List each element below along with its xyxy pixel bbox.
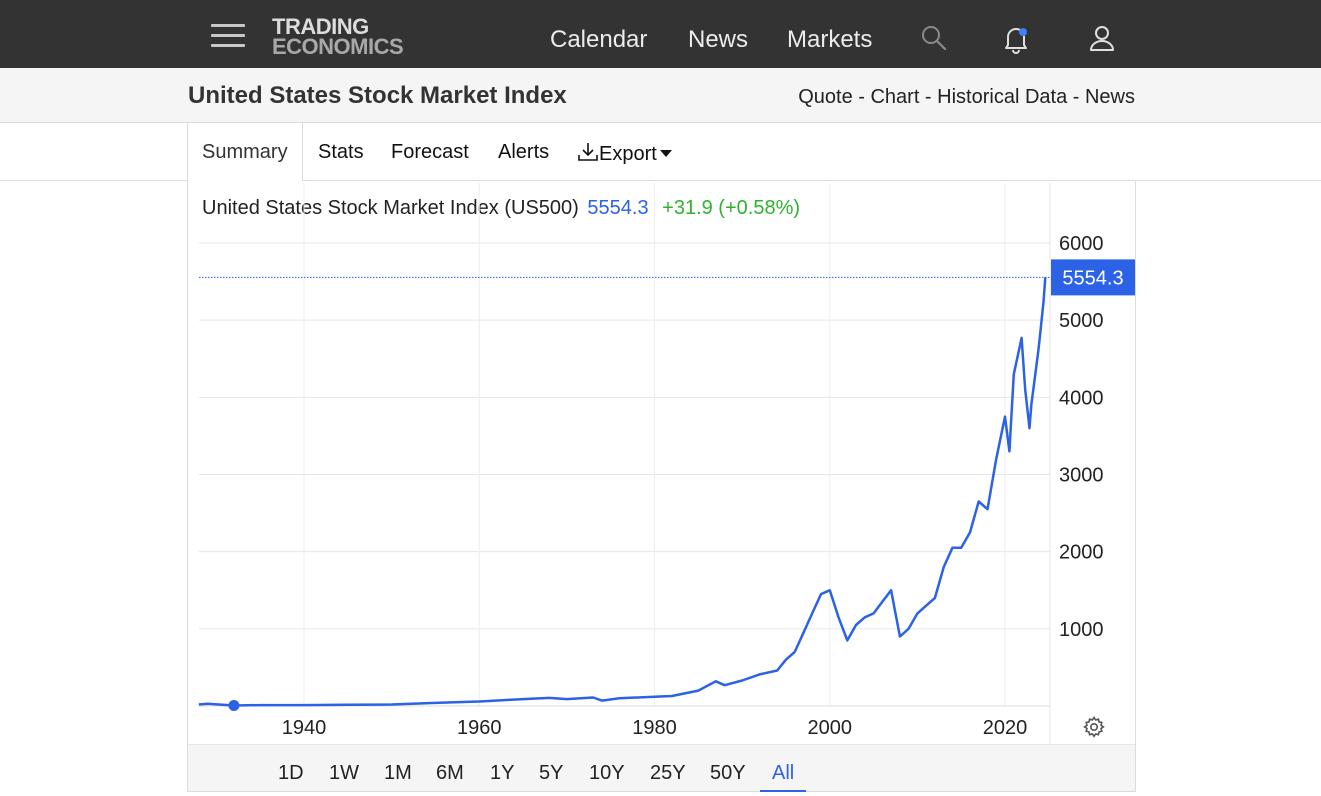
series-line [198,277,1047,707]
tab-summary[interactable]: Summary [187,123,303,181]
range-1w[interactable]: 1W [329,762,359,784]
tabs-row: Summary Stats Forecast Alerts Export [0,123,1321,181]
chart-panel [187,181,1136,792]
series-start-marker [228,699,240,711]
link-news[interactable]: News [1084,86,1135,108]
range-selector: 1D 1W 1M 6M 1Y 5Y 10Y 25Y 50Y All [188,744,1135,792]
y-tick-label: 2000 [1059,542,1104,564]
page-title: United States Stock Market Index [188,82,567,109]
link-quote[interactable]: Quote [798,86,853,108]
export-label: Export [599,143,657,165]
trading-economics-logo[interactable]: TRADING ECONOMICS [272,14,404,59]
price-change: +31.9 (+0.58%) [662,197,801,219]
range-5y[interactable]: 5Y [539,762,564,784]
y-tick-label: 6000 [1059,233,1104,255]
instrument-name: United States Stock Market Index (US500) [202,197,579,219]
tab-forecast[interactable]: Forecast [391,141,469,163]
tab-stats[interactable]: Stats [318,141,364,163]
tab-alerts[interactable]: Alerts [498,141,550,163]
link-chart[interactable]: Chart [870,86,920,108]
x-tick-label: 1960 [457,717,502,739]
range-50y[interactable]: 50Y [710,762,746,784]
y-tick-label: 1000 [1059,619,1104,641]
chart-quote-header: United States Stock Market Index (US500)… [202,197,800,220]
nav-link-news[interactable]: News [688,26,749,53]
chart-settings-gear-icon[interactable] [1082,715,1106,739]
range-1m[interactable]: 1M [384,762,412,784]
last-value-badge [1051,259,1135,296]
logo-line-2: ECONOMICS [272,34,404,59]
x-tick-label: 1980 [632,717,677,739]
crumb-separator: - [919,86,938,108]
range-6m[interactable]: 6M [436,762,464,784]
last-value-label: 5554.3 [1062,267,1123,289]
bell-icon[interactable] [1002,24,1030,54]
active-range-underline [760,790,806,792]
nav-link-calendar[interactable]: Calendar [550,26,648,53]
user-icon[interactable] [1089,24,1115,52]
range-1y[interactable]: 1Y [490,762,515,784]
y-tick-label: 3000 [1059,465,1104,487]
range-1d[interactable]: 1D [278,762,304,784]
download-icon [578,143,598,161]
section-links: Quote - Chart - Historical Data - News [798,86,1135,109]
crumb-separator: - [852,86,871,108]
top-navbar: TRADING ECONOMICS Calendar News Markets [0,0,1321,68]
tab-export[interactable]: Export [577,141,672,166]
x-tick-label: 2020 [983,717,1028,739]
nav-link-markets[interactable]: Markets [787,26,873,53]
crumb-separator: - [1067,86,1085,108]
range-25y[interactable]: 25Y [650,762,686,784]
title-bar: United States Stock Market Index Quote -… [0,68,1321,123]
y-tick-label: 5000 [1059,310,1104,332]
last-price: 5554.3 [587,197,649,219]
range-all[interactable]: All [772,762,795,784]
x-tick-label: 1940 [282,717,327,739]
search-icon[interactable] [920,24,948,52]
x-tick-label: 2000 [808,717,853,739]
caret-down-icon [659,149,672,157]
menu-icon[interactable] [211,24,245,48]
y-tick-label: 4000 [1059,387,1104,409]
range-10y[interactable]: 10Y [589,762,625,784]
notification-dot [1019,28,1027,36]
logo-line-1: TRADING [272,14,369,39]
link-historical-data[interactable]: Historical Data [937,86,1068,108]
